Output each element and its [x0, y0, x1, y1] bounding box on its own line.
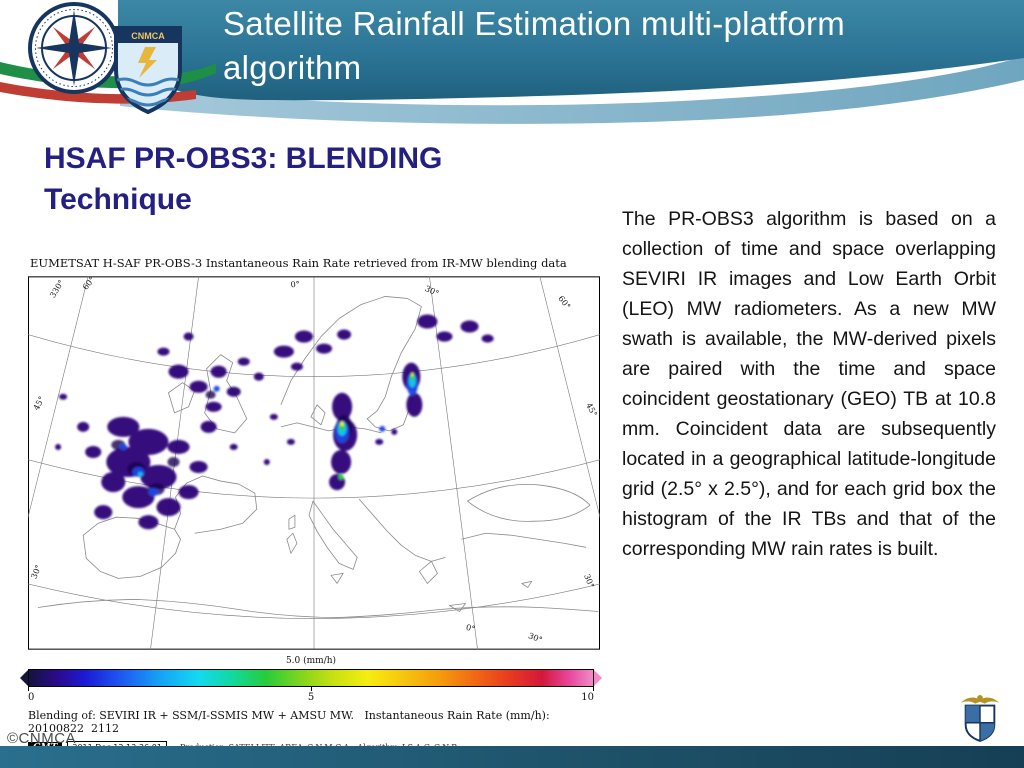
compass-star-diagonal: [52, 26, 96, 70]
colorbar-tick: [28, 687, 29, 691]
rainfall-blobs: [55, 314, 494, 530]
slide-title-line1: Satellite Rainfall Estimation multi-plat…: [223, 5, 846, 42]
grat-label: 0°: [465, 623, 476, 634]
colorbar-scale-label: 5.0 (mm/h): [285, 656, 337, 666]
slide-title: Satellite Rainfall Estimation multi-plat…: [223, 2, 1013, 90]
tick-label-0: 0: [28, 692, 35, 703]
colorbar-gradient: [28, 669, 594, 687]
air-force-emblem: [960, 695, 1000, 742]
tick-label-10: 10: [581, 692, 594, 703]
tick-label-5: 5: [307, 692, 315, 703]
heading-line2: Technique: [44, 183, 192, 216]
footer-bar: [0, 746, 1024, 768]
colorbar-tick: [593, 687, 594, 691]
colorbar-tick-labels: 0 5 10: [28, 692, 594, 707]
figure-caption: Blending of: SEVIRI IR + SSM/I-SSMIS MW …: [28, 709, 561, 735]
light-swoosh: [120, 56, 1024, 124]
cnmca-shield-logo: CNMCA: [114, 26, 182, 115]
shield-lightning: [138, 47, 157, 78]
grat-label: 0°: [290, 280, 300, 290]
rain-rate-colorbar: 5.0 (mm/h): [20, 656, 602, 691]
figure-title: EUMETSAT H-SAF PR-OBS-3 Instantaneous Ra…: [30, 256, 567, 270]
main-banner: [118, 0, 1024, 101]
coastlines: [37, 296, 599, 618]
description-paragraph: The PR-OBS3 algorithm is based on a coll…: [622, 208, 996, 560]
compass-star-main: [36, 10, 112, 86]
colorbar-underflow-arrow: [20, 670, 28, 686]
europe-rainfall-map: 330° 60° 0° 30° 60° 45° 30° 45° 30° 0° 3…: [0, 275, 634, 650]
slide-title-line2: algorithm: [223, 49, 362, 86]
copyright-text: ©CNMCA: [7, 730, 77, 747]
meteo-service-compass-logo: [28, 2, 120, 94]
cnmca-logo-label: CNMCA: [131, 31, 165, 41]
rainfall-map-figure: EUMETSAT H-SAF PR-OBS-3 Instantaneous Ra…: [0, 256, 634, 754]
heading-line1: HSAF PR-OBS3: BLENDING: [44, 142, 443, 175]
section-heading: HSAF PR-OBS3: BLENDING Technique: [44, 138, 442, 220]
colorbar-tick: [311, 687, 312, 691]
colorbar-overflow-arrow: [594, 670, 602, 686]
